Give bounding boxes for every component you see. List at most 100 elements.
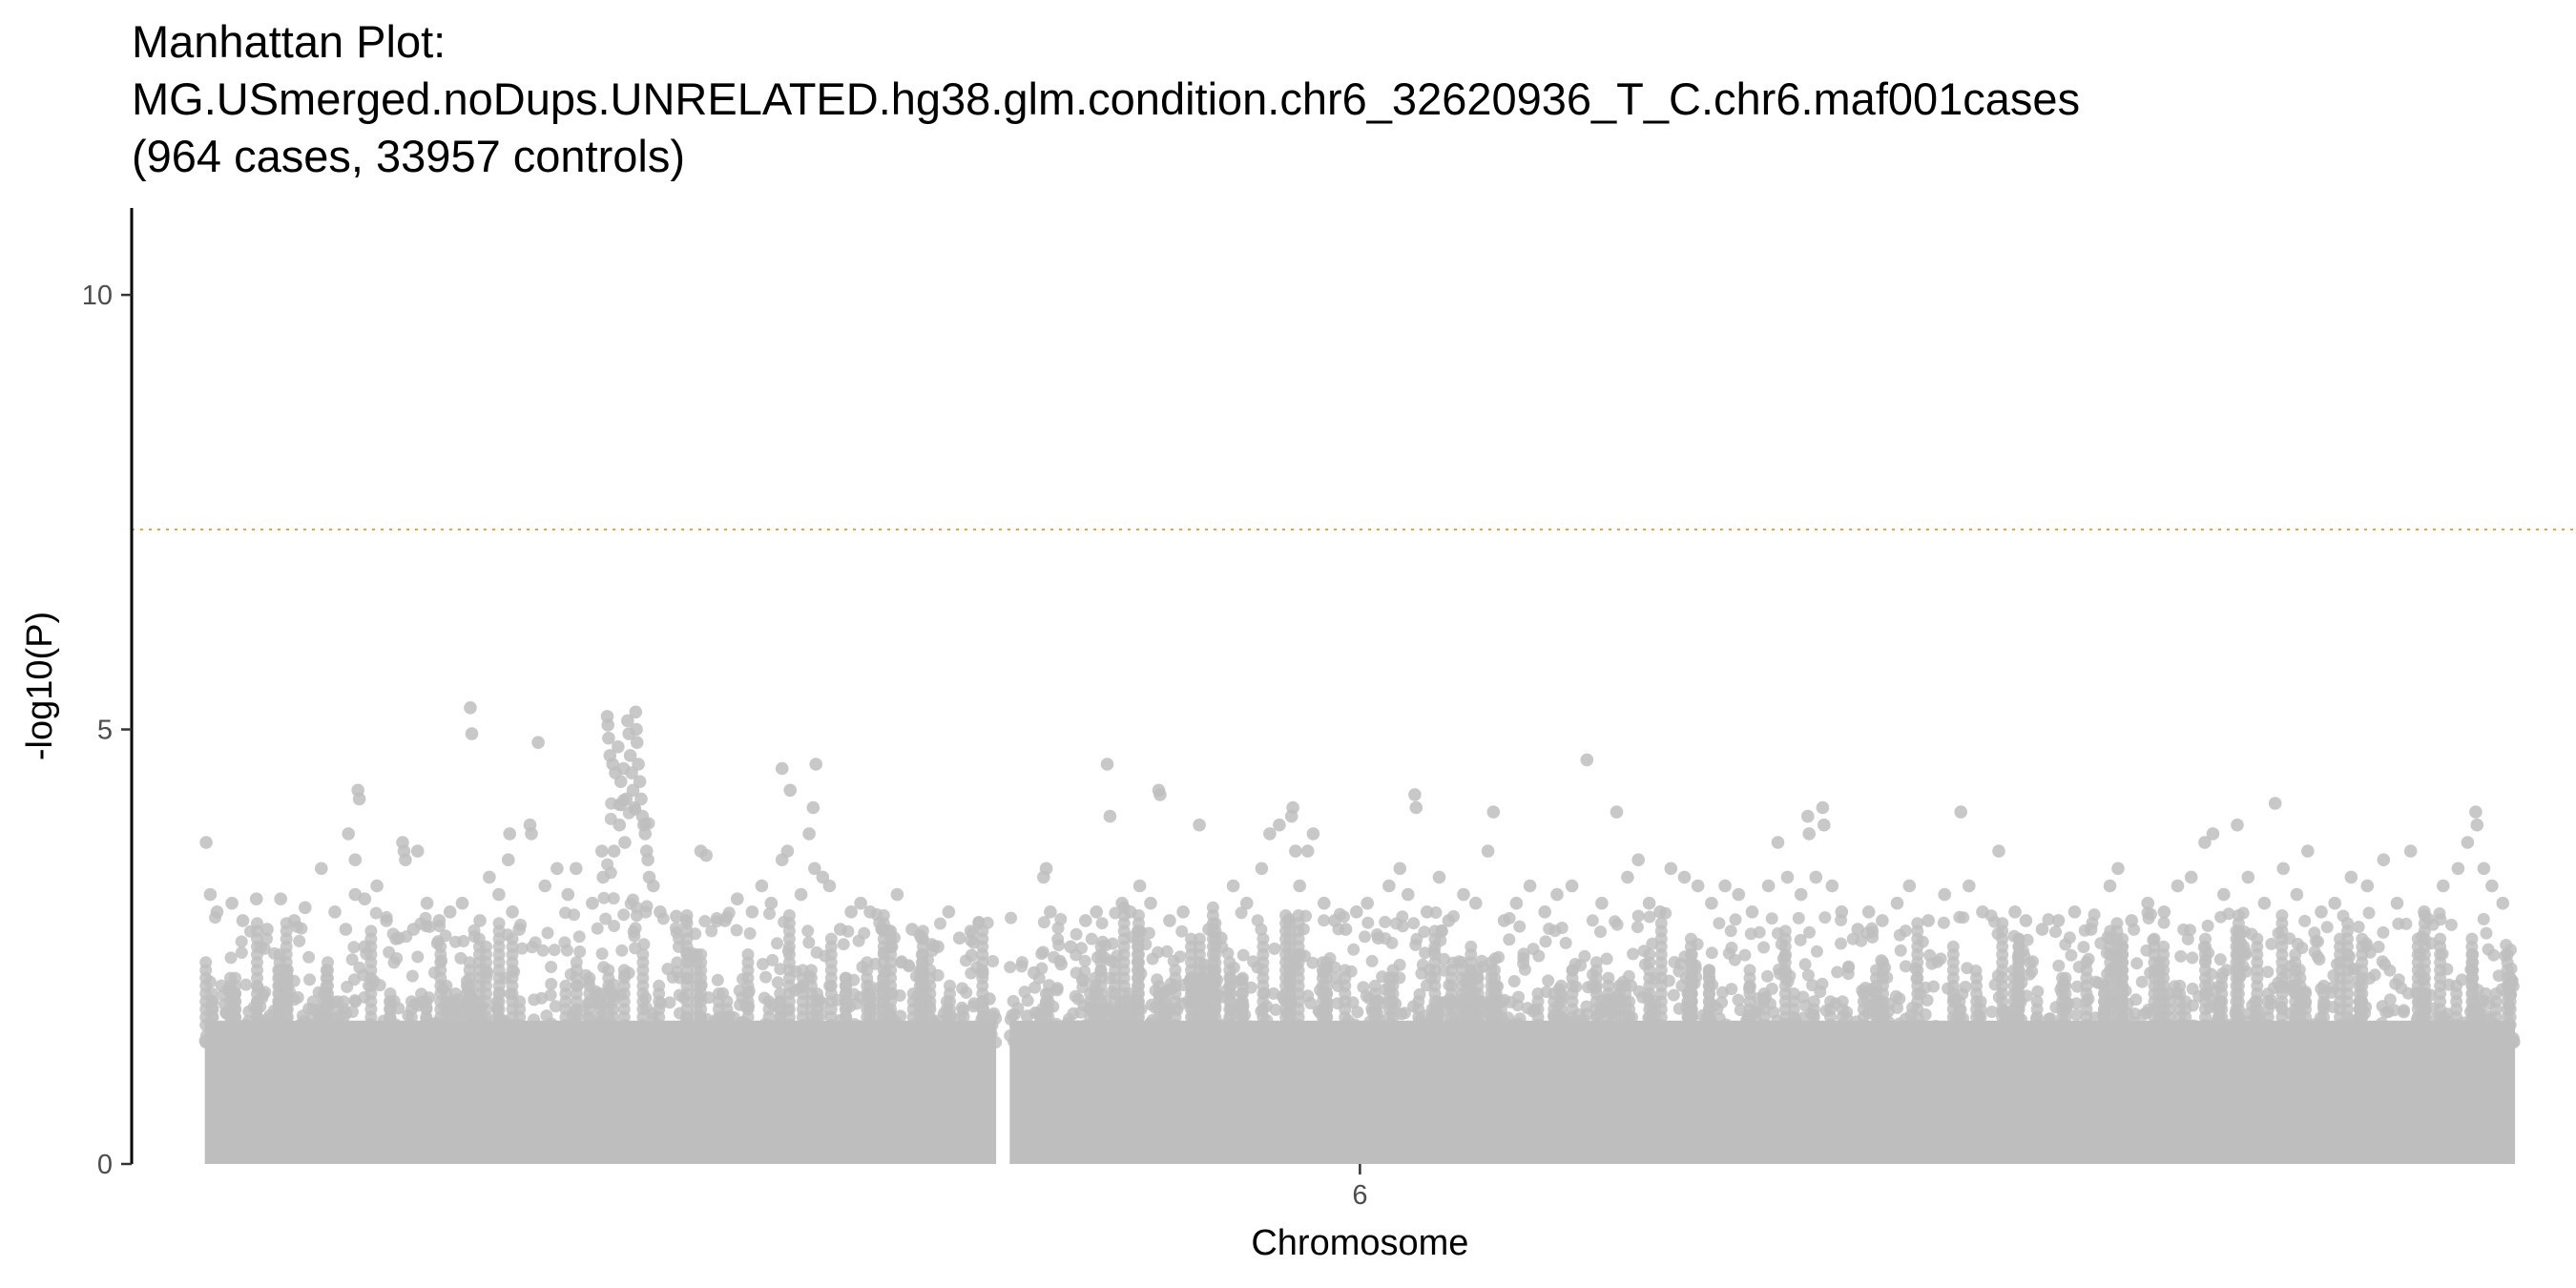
background-snp-point <box>782 909 796 922</box>
snp-point <box>1621 870 1634 884</box>
background-snp-point <box>955 1001 968 1014</box>
background-snp-point <box>2030 995 2044 1008</box>
chart-title: Manhattan Plot: MG.USmerged.noDups.UNREL… <box>132 13 2080 185</box>
snp-point <box>632 758 645 771</box>
background-snp-point <box>762 995 776 1008</box>
background-snp-point <box>1445 1036 1459 1049</box>
snp-point <box>1538 905 1551 919</box>
snp-point <box>1103 809 1117 823</box>
snp-point <box>1289 844 1302 858</box>
snp-point <box>1306 827 1320 841</box>
background-snp-point <box>1669 1036 1682 1049</box>
background-snp-point <box>1521 1002 1534 1015</box>
background-snp-point <box>1005 911 1018 924</box>
background-snp-point <box>341 980 354 993</box>
snp-point <box>2470 818 2484 832</box>
background-snp-point <box>1347 943 1361 956</box>
background-snp-point <box>1396 920 1409 933</box>
snp-point <box>2125 914 2138 927</box>
background-snp-point <box>1894 944 1907 957</box>
background-snp-point <box>1542 974 1555 987</box>
background-snp-point <box>1807 995 1820 1008</box>
background-snp-point <box>230 1031 243 1045</box>
background-snp-point <box>1612 979 1626 992</box>
background-snp-point <box>2145 907 2157 921</box>
background-snp-point <box>1959 980 1972 993</box>
background-snp-point <box>1589 956 1603 969</box>
snp-point <box>965 948 979 963</box>
background-snp-point <box>801 924 815 938</box>
background-snp-point <box>545 961 558 973</box>
snp-point <box>348 853 363 866</box>
snp-point <box>1064 940 1077 954</box>
background-snp-point <box>2129 1008 2142 1020</box>
background-snp-point <box>1818 911 1832 924</box>
background-snp-point <box>1685 948 1698 961</box>
background-snp-point <box>1824 995 1838 1008</box>
background-snp-point <box>975 1035 988 1049</box>
background-snp-point <box>1810 945 1823 958</box>
snp-point <box>809 758 822 771</box>
background-snp-point <box>1866 930 1880 944</box>
background-snp-point <box>1316 956 1329 969</box>
background-snp-point <box>528 1013 541 1027</box>
background-snp-point <box>826 1035 840 1049</box>
background-snp-point <box>1633 1036 1647 1049</box>
background-snp-point <box>1586 914 1599 927</box>
background-snp-point <box>1798 958 1812 971</box>
background-snp-point <box>1729 913 1742 926</box>
snp-point <box>2418 905 2431 919</box>
snp-point <box>1653 905 1667 919</box>
snp-point <box>199 836 213 849</box>
background-snp-point <box>2129 1016 2142 1028</box>
background-snp-point <box>2249 995 2262 1008</box>
background-snp-point <box>1060 1035 1073 1049</box>
background-snp-point <box>1911 917 1924 930</box>
background-snp-point <box>607 987 619 1000</box>
snp-point <box>634 792 648 806</box>
snp-point <box>236 914 250 927</box>
background-snp-point <box>2320 921 2334 934</box>
background-snp-point <box>1600 952 1613 966</box>
background-snp-point <box>2401 987 2415 1000</box>
background-snp-point <box>1761 969 1774 983</box>
background-snp-point <box>653 979 666 992</box>
background-snp-point <box>570 956 583 969</box>
background-snp-point <box>1946 940 1960 953</box>
background-snp-point <box>773 1035 786 1049</box>
background-snp-point <box>593 987 607 1000</box>
background-snp-point <box>390 952 404 965</box>
background-snp-point <box>898 1033 910 1047</box>
snp-point <box>358 892 372 905</box>
background-snp-point <box>1513 1012 1527 1026</box>
snp-point <box>647 879 660 893</box>
background-snp-point <box>1943 1035 1957 1049</box>
snp-point <box>2437 879 2450 893</box>
background-snp-point <box>302 950 316 964</box>
background-snp-point <box>1801 968 1815 982</box>
background-snp-point <box>419 911 432 924</box>
background-snp-point <box>1622 969 1635 983</box>
background-snp-point <box>617 908 631 922</box>
background-snp-point <box>1554 979 1568 992</box>
x-axis-title: Chromosome <box>1251 1223 1468 1263</box>
snp-point <box>2019 914 2033 927</box>
snp-point <box>2301 844 2315 858</box>
snp-point <box>1361 896 1374 910</box>
background-snp-point <box>2261 987 2275 1000</box>
background-snp-point <box>1095 917 1109 930</box>
background-snp-point <box>1757 941 1771 954</box>
snp-point <box>1816 800 1830 815</box>
background-snp-point <box>2104 924 2117 938</box>
background-snp-point <box>2337 1033 2351 1047</box>
background-snp-point <box>545 1017 558 1030</box>
background-snp-point <box>2433 907 2446 920</box>
background-snp-point <box>2465 932 2479 945</box>
background-snp-point <box>976 924 989 938</box>
background-snp-point <box>866 987 880 1000</box>
snp-point <box>808 862 821 876</box>
snp-point <box>570 862 583 876</box>
background-snp-point <box>1288 1034 1301 1048</box>
snp-point <box>512 923 526 936</box>
snp-point <box>2141 896 2154 910</box>
